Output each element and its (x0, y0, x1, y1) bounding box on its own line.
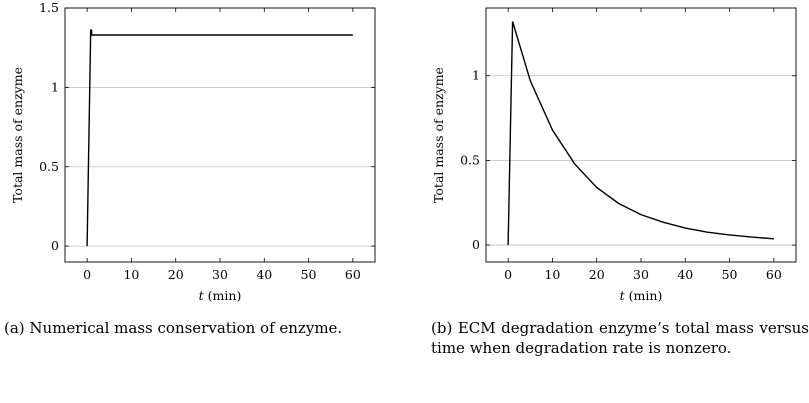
x-tick-label: 50 (301, 267, 317, 282)
plot-frame (64, 7, 376, 263)
chart-a: 0 10 20 30 40 50 60 0 0.5 1 1.5 t (min) Total mass o… (10, 0, 376, 303)
caption-b: (b) ECM degradation enzyme’s total mass … (431, 319, 809, 357)
x-tick-label: 40 (677, 267, 693, 282)
x-axis-unit: (min) (204, 288, 242, 303)
x-tick-label: 60 (766, 267, 782, 282)
x-tick-label: 50 (722, 267, 738, 282)
series-line (86, 29, 353, 247)
x-tick-label: 40 (256, 267, 272, 282)
x-tick-label: 0 (83, 267, 91, 282)
x-axis-variable: t (620, 288, 626, 303)
x-tick-label: 30 (212, 267, 228, 282)
x-tick-label: 10 (544, 267, 560, 282)
y-tick-label: 0 (472, 237, 480, 252)
x-tick-label: 20 (168, 267, 184, 282)
x-axis-label: t (min) (199, 288, 242, 303)
caption-a: (a) Numerical mass conservation of enzym… (4, 319, 343, 337)
y-axis-label: Total mass of enzyme (10, 67, 25, 203)
y-tick-label: 1 (472, 68, 480, 83)
x-tick-label: 60 (345, 267, 361, 282)
y-tick-label: 1 (51, 79, 59, 94)
x-tick-label: 0 (504, 267, 512, 282)
y-axis-label: Total mass of enzyme (431, 67, 446, 203)
plot-frame (485, 7, 797, 263)
chart-b: 0 10 20 30 40 50 60 0 0.5 1 t (min) Total mass of e… (431, 7, 797, 303)
x-axis-variable: t (199, 288, 205, 303)
y-tick-label: 1.5 (39, 0, 59, 15)
y-tick-label: 0.5 (460, 152, 480, 167)
x-axis-label: t (min) (620, 288, 663, 303)
x-tick-label: 20 (589, 267, 605, 282)
x-axis-unit: (min) (625, 288, 663, 303)
y-tick-label: 0.5 (39, 159, 59, 174)
x-tick-label: 10 (123, 267, 139, 282)
series-line (507, 21, 774, 246)
x-tick-label: 30 (633, 267, 649, 282)
y-tick-label: 0 (51, 238, 59, 253)
